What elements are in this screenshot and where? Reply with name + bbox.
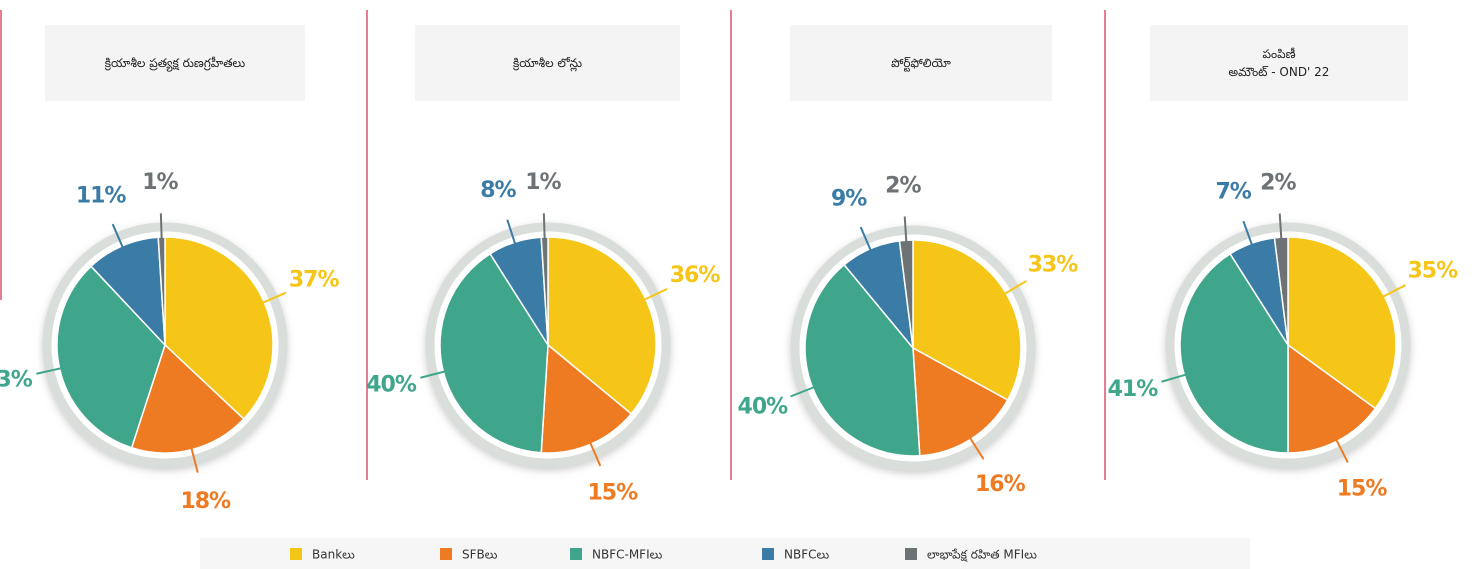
legend-swatch [440, 548, 452, 560]
leader-line [579, 418, 602, 467]
leader-line [1242, 220, 1262, 270]
data-label: 35% [1408, 258, 1459, 283]
data-label: 2% [885, 173, 921, 198]
legend-swatch [290, 548, 302, 560]
leader-line [159, 213, 164, 265]
chart-title: క్రియాశీల లోన్లు [415, 25, 680, 101]
data-label: 40% [738, 395, 789, 420]
legend-label: NBFCలు [784, 548, 829, 562]
legend-label: NBFC-MFIలు [592, 548, 662, 562]
leader-line [238, 291, 287, 314]
leader-line [1323, 416, 1349, 463]
leader-line [542, 213, 547, 265]
data-label: 40% [366, 372, 417, 397]
leader-line [982, 280, 1027, 308]
chart-title: పోర్ట్‌ఫోలియో [790, 25, 1052, 101]
leader-line [420, 364, 470, 379]
data-label: 8% [480, 178, 516, 203]
data-label: 2% [1260, 170, 1296, 195]
legend-label: SFBలు [462, 548, 497, 562]
chart-title: క్రియాశీల ప్రత్యక్ష రుణగ్రహీతలు [45, 25, 305, 101]
leader-line [903, 216, 909, 268]
chart-title: పంపిణీ అమౌంట్ - OND' 22 [1150, 25, 1408, 101]
leader-line [1359, 284, 1406, 310]
legend-swatch [570, 548, 582, 560]
legend-band [200, 538, 1250, 569]
leader-line [36, 361, 87, 375]
data-label: 15% [1337, 476, 1388, 501]
leader-line [859, 226, 882, 275]
data-label: 16% [975, 472, 1026, 497]
legend-label: లాభాపేక్ష రహిత MFIలు [927, 548, 1037, 563]
leader-line [955, 415, 985, 460]
data-label: 11% [76, 183, 127, 208]
leader-line [184, 423, 199, 473]
data-label: 15% [588, 481, 639, 506]
data-label: 33% [0, 367, 33, 392]
data-label: 33% [1028, 253, 1079, 278]
leader-line [506, 219, 524, 269]
data-label: 1% [142, 170, 178, 195]
legend-swatch [762, 548, 774, 560]
data-label: 37% [289, 268, 340, 293]
data-label: 7% [1215, 180, 1251, 205]
leader-line [1161, 366, 1211, 383]
leader-line [790, 376, 839, 398]
leader-line [111, 223, 134, 272]
data-label: 41% [1108, 377, 1159, 402]
data-label: 36% [670, 263, 721, 288]
leader-line [1278, 213, 1284, 265]
legend-label: Bankలు [312, 548, 355, 562]
leader-line [620, 287, 668, 312]
data-label: 9% [831, 186, 867, 211]
legend-swatch [905, 548, 917, 560]
data-label: 1% [525, 170, 561, 195]
data-label: 18% [180, 489, 231, 514]
